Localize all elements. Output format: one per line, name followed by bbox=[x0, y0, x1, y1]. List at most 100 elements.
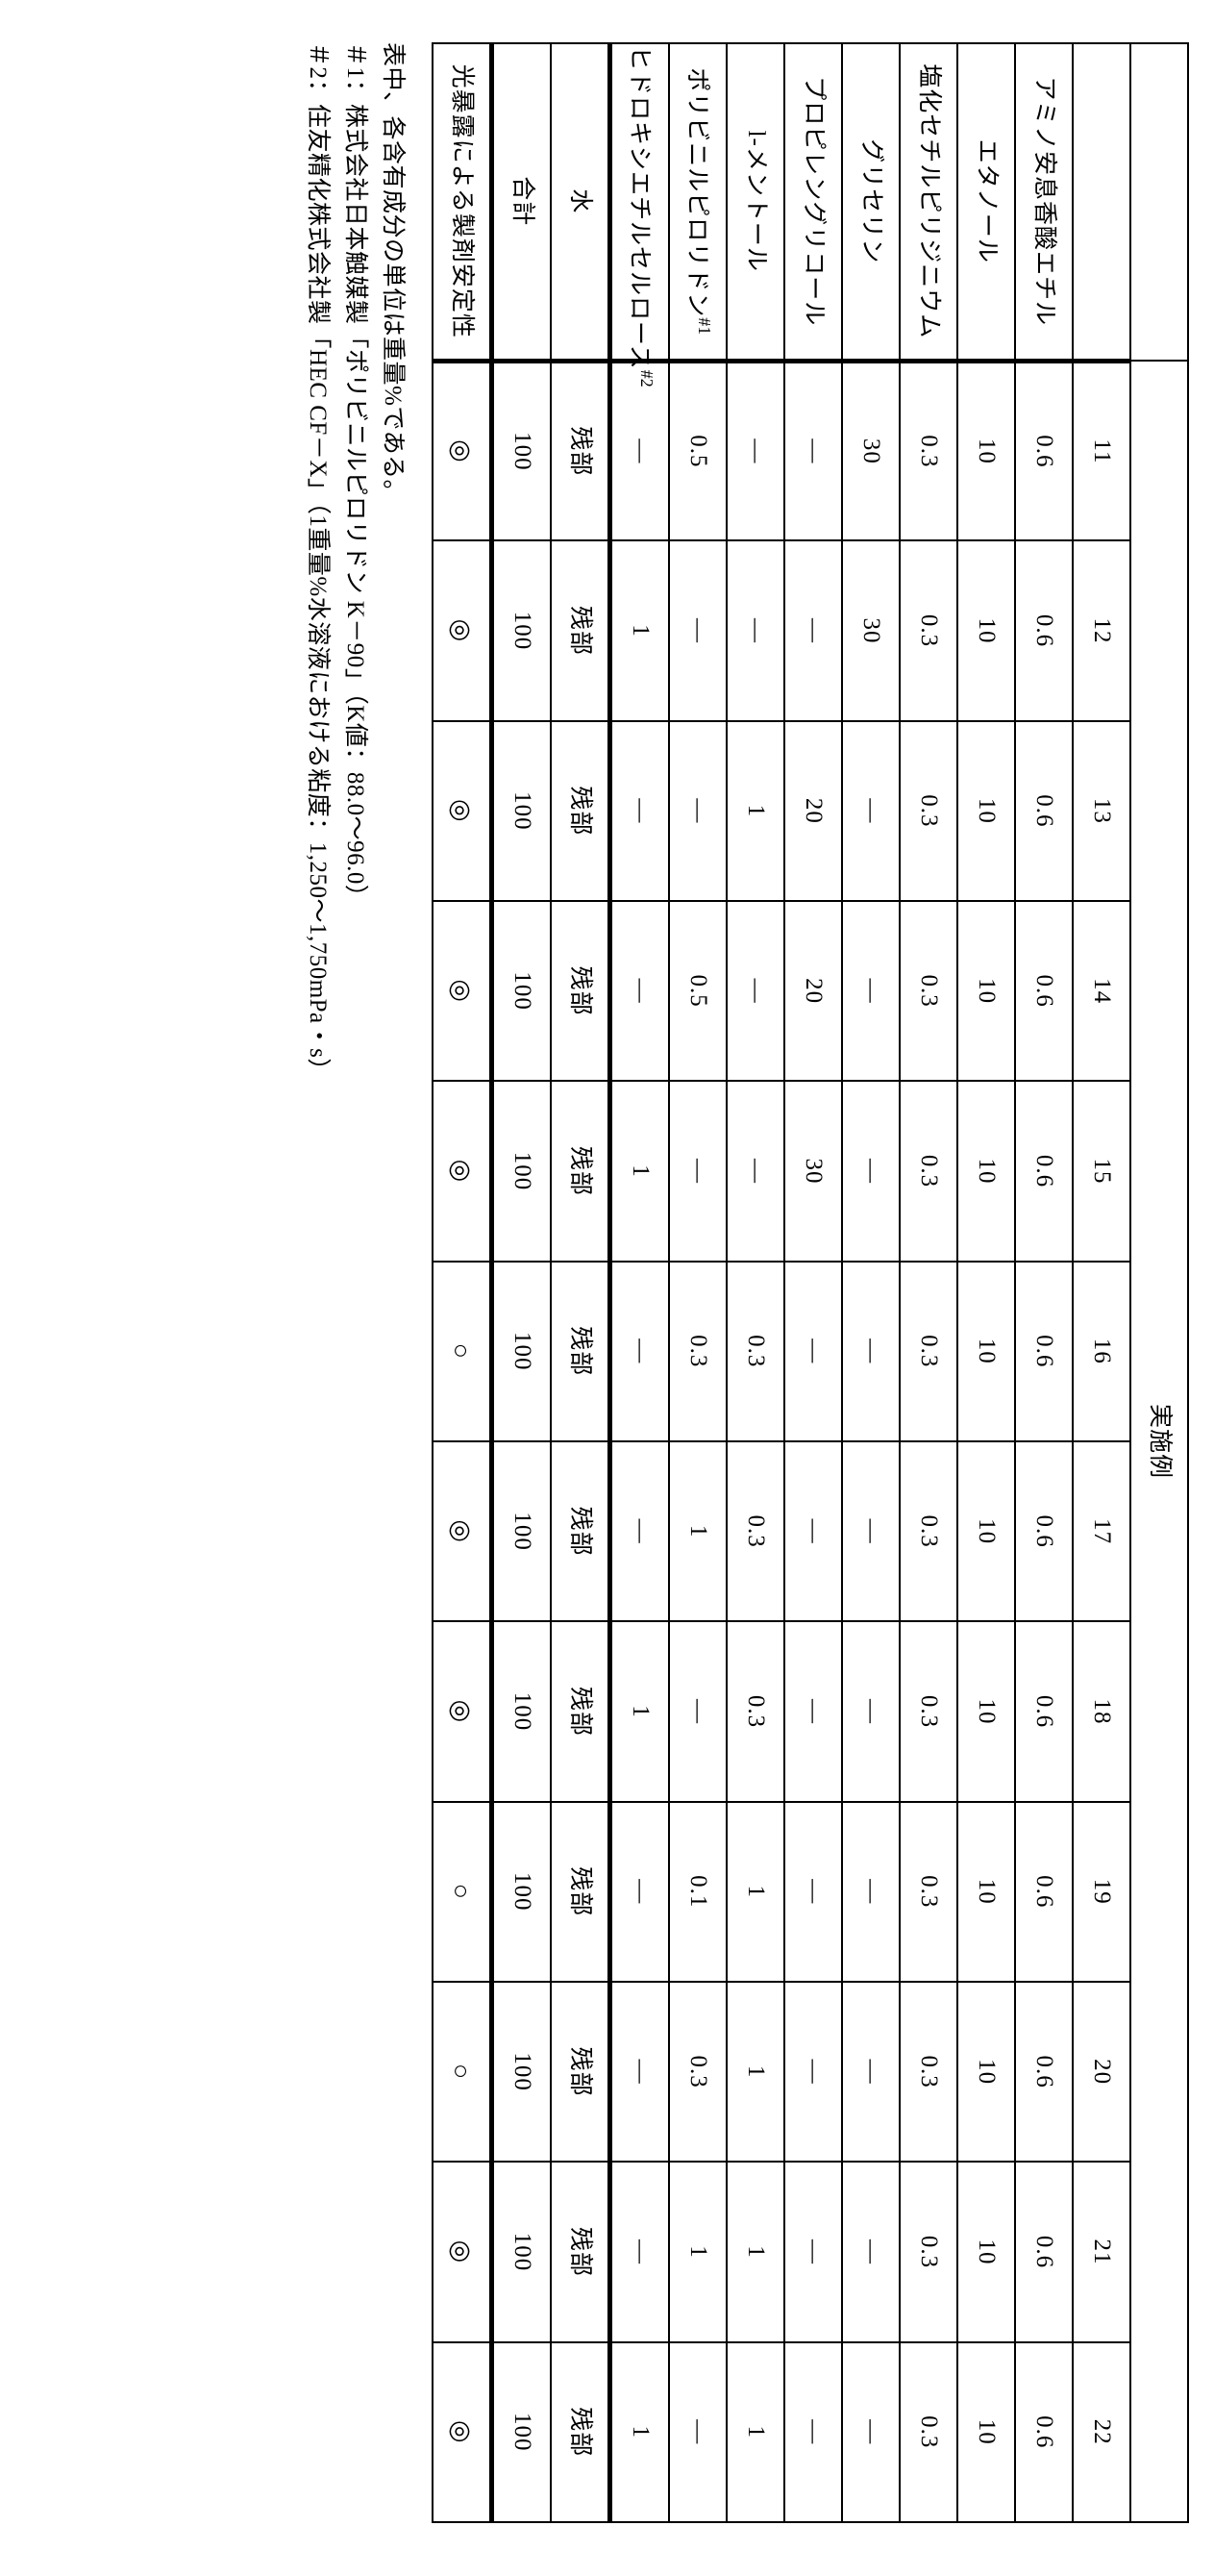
table-cell: 0.3 bbox=[900, 2342, 957, 2522]
row-label: 塩化セチルピリジニウム bbox=[900, 43, 957, 361]
row-label-header bbox=[1073, 43, 1130, 361]
table-cell: — bbox=[842, 1262, 900, 1441]
table-cell: 0.3 bbox=[900, 1621, 957, 1801]
table-cell: 1 bbox=[610, 540, 670, 720]
table-cell: — bbox=[842, 2162, 900, 2341]
table-cell: — bbox=[727, 540, 784, 720]
table-cell: 10 bbox=[957, 540, 1015, 720]
table-cell: — bbox=[669, 1081, 727, 1261]
column-header-12: 12 bbox=[1073, 540, 1130, 720]
row-label: 水 bbox=[551, 43, 610, 361]
table-row: プロピレングリコール——202030——————— bbox=[784, 43, 842, 2522]
table-cell: 0.3 bbox=[900, 1081, 957, 1261]
table-cell: 0.6 bbox=[1015, 1982, 1073, 2162]
column-header-14: 14 bbox=[1073, 901, 1130, 1081]
table-cell: 1 bbox=[610, 2342, 670, 2522]
table-cell: ◎ bbox=[433, 1621, 492, 1801]
table-row: 合計100100100100100100100100100100100100 bbox=[492, 43, 552, 2522]
table-cell: 10 bbox=[957, 1802, 1015, 1982]
table-cell: 1 bbox=[727, 2162, 784, 2341]
table-cell: 100 bbox=[492, 361, 552, 540]
table-cell: ◎ bbox=[433, 901, 492, 1081]
table-row: エタノール101010101010101010101010 bbox=[957, 43, 1015, 2522]
table-cell: 20 bbox=[784, 901, 842, 1081]
table-cell: 0.5 bbox=[669, 901, 727, 1081]
table-cell: 10 bbox=[957, 361, 1015, 540]
table-cell: 1 bbox=[610, 1621, 670, 1801]
table-cell: — bbox=[842, 1802, 900, 1982]
table-cell: 0.3 bbox=[900, 2162, 957, 2341]
table-cell: 100 bbox=[492, 1802, 552, 1982]
table-cell: — bbox=[842, 1081, 900, 1261]
table-cell: 1 bbox=[610, 1081, 670, 1261]
table-cell: 30 bbox=[842, 540, 900, 720]
table-cell: — bbox=[669, 540, 727, 720]
table-cell: — bbox=[842, 721, 900, 901]
table-cell: 残部 bbox=[551, 1441, 610, 1621]
column-header-20: 20 bbox=[1073, 1982, 1130, 2162]
table-cell: 0.3 bbox=[900, 1441, 957, 1621]
column-header-17: 17 bbox=[1073, 1441, 1130, 1621]
table-cell: — bbox=[610, 721, 670, 901]
footnote-1: ＃1：株式会社日本触媒製「ポリビニルピロリドン K－90」（K値：88.0～96… bbox=[336, 42, 374, 2547]
table-cell: — bbox=[610, 1441, 670, 1621]
table-body: アミノ安息香酸エチル0.60.60.60.60.60.60.60.60.60.6… bbox=[433, 43, 1073, 2522]
table-cell: 0.6 bbox=[1015, 721, 1073, 901]
table-cell: ◎ bbox=[433, 1081, 492, 1261]
table-cell: — bbox=[610, 1802, 670, 1982]
table-cell: 0.6 bbox=[1015, 2342, 1073, 2522]
table-cell: 100 bbox=[492, 2162, 552, 2341]
table-cell: 0.3 bbox=[900, 1982, 957, 2162]
column-header-row: 111213141516171819202122 bbox=[1073, 43, 1130, 2522]
row-label: プロピレングリコール bbox=[784, 43, 842, 361]
table-cell: — bbox=[784, 1982, 842, 2162]
table-cell: 30 bbox=[784, 1081, 842, 1261]
table-cell: ◎ bbox=[433, 1441, 492, 1621]
table-cell: 30 bbox=[842, 361, 900, 540]
table-cell: — bbox=[842, 1982, 900, 2162]
table-cell: 0.6 bbox=[1015, 1262, 1073, 1441]
table-cell: — bbox=[784, 2162, 842, 2341]
table-cell: 10 bbox=[957, 1441, 1015, 1621]
table-cell: — bbox=[842, 1441, 900, 1621]
table-cell: ◎ bbox=[433, 2342, 492, 2522]
table-cell: ◎ bbox=[433, 2162, 492, 2341]
table-cell: ○ bbox=[433, 1982, 492, 2162]
table-cell: 0.3 bbox=[900, 721, 957, 901]
table-cell: 100 bbox=[492, 721, 552, 901]
row-label: ヒドロキシエチルセルロース#2 bbox=[610, 43, 670, 361]
table-cell: — bbox=[727, 361, 784, 540]
table-cell: — bbox=[610, 901, 670, 1081]
table-cell: 0.6 bbox=[1015, 540, 1073, 720]
table-cell: ◎ bbox=[433, 361, 492, 540]
table-cell: 100 bbox=[492, 540, 552, 720]
table-cell: — bbox=[842, 1621, 900, 1801]
table-row: 塩化セチルピリジニウム0.30.30.30.30.30.30.30.30.30.… bbox=[900, 43, 957, 2522]
column-header-16: 16 bbox=[1073, 1262, 1130, 1441]
table-cell: — bbox=[610, 1982, 670, 2162]
table-row: アミノ安息香酸エチル0.60.60.60.60.60.60.60.60.60.6… bbox=[1015, 43, 1073, 2522]
column-header-15: 15 bbox=[1073, 1081, 1130, 1261]
table-cell: 0.5 bbox=[669, 361, 727, 540]
row-label: 光暴露による製剤安定性 bbox=[433, 43, 492, 361]
rotated-page-stage: 実施例 111213141516171819202122 アミノ安息香酸エチル0… bbox=[0, 0, 1214, 2576]
table-cell: 残部 bbox=[551, 901, 610, 1081]
table-cell: 残部 bbox=[551, 1621, 610, 1801]
table-row: ヒドロキシエチルセルロース#2—1——1——1———1 bbox=[610, 43, 670, 2522]
column-header-22: 22 bbox=[1073, 2342, 1130, 2522]
table-cell: — bbox=[784, 361, 842, 540]
table-cell: ○ bbox=[433, 1802, 492, 1982]
table-cell: 0.6 bbox=[1015, 361, 1073, 540]
table-cell: — bbox=[669, 721, 727, 901]
table-cell: 10 bbox=[957, 2162, 1015, 2341]
table-cell: — bbox=[669, 2342, 727, 2522]
column-header-18: 18 bbox=[1073, 1621, 1130, 1801]
table-cell: — bbox=[727, 901, 784, 1081]
table-row: グリセリン3030—————————— bbox=[842, 43, 900, 2522]
table-cell: 10 bbox=[957, 721, 1015, 901]
table-cell: — bbox=[784, 1262, 842, 1441]
table-cell: 残部 bbox=[551, 2342, 610, 2522]
table-cell: — bbox=[842, 901, 900, 1081]
table-cell: 1 bbox=[727, 1982, 784, 2162]
column-header-11: 11 bbox=[1073, 361, 1130, 540]
